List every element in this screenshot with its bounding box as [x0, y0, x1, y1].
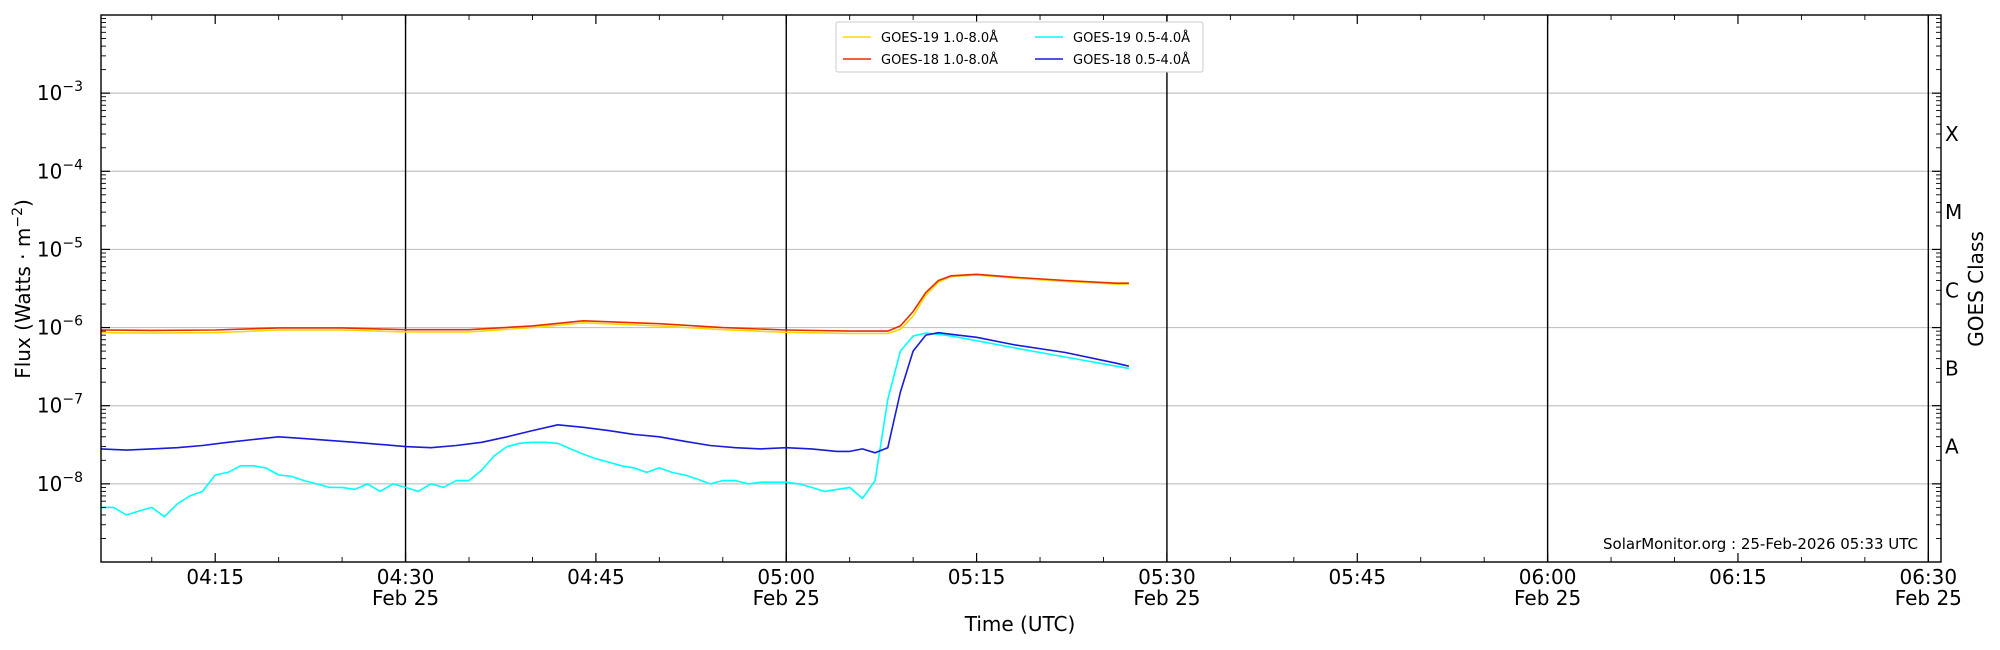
- y-tick-label: 10−3: [37, 79, 83, 105]
- goes-class-labels: A B C M X: [1945, 122, 1962, 459]
- series-lines: [100, 273, 1130, 518]
- x-tick-date-label: Feb 25: [1514, 586, 1581, 610]
- y-tick-label: 10−8: [37, 470, 83, 496]
- x-tick-label: 06:15: [1709, 565, 1767, 589]
- y-tick-label: 10−6: [37, 314, 83, 340]
- y-axis-title: Flux (Watts · m−2): [10, 199, 35, 379]
- x-tick-label: 04:30: [377, 565, 435, 589]
- y-tick-label: 10−4: [37, 157, 83, 183]
- goes-class-label: X: [1945, 122, 1959, 146]
- plot-frame: [100, 14, 1942, 563]
- legend-box: [835, 21, 1204, 73]
- legend: GOES-19 1.0-8.0Å GOES-18 1.0-8.0Å GOES-1…: [835, 21, 1204, 73]
- x-tick-date-label: Feb 25: [1133, 586, 1200, 610]
- right-axis-title: GOES Class: [1964, 231, 1988, 347]
- series-goes18-short: [100, 331, 1130, 454]
- legend-label-goes19-short: GOES-19 0.5-4.0Å: [1073, 30, 1190, 46]
- axis-ticks: [101, 15, 1941, 562]
- series-goes18-long: [100, 273, 1129, 332]
- y-tick-label: 10−5: [37, 235, 83, 261]
- y-tick-label: 10−7: [37, 392, 83, 418]
- goes-class-label: C: [1945, 278, 1959, 302]
- series-goes19-long: [100, 274, 1129, 335]
- x-tick-date-label: Feb 25: [753, 586, 820, 610]
- x-axis-title: Time (UTC): [964, 612, 1076, 636]
- x-tick-date-label: Feb 25: [1895, 586, 1962, 610]
- legend-label-goes18-short: GOES-18 0.5-4.0Å: [1073, 52, 1190, 68]
- x-tick-label: 04:15: [186, 565, 244, 589]
- y-tick-labels: 10−8 10−7 10−6 10−5 10−4 10−3: [37, 79, 83, 496]
- day-boundary-lines: [404, 15, 1930, 562]
- x-tick-label: 04:45: [567, 565, 625, 589]
- x-tick-label: 05:15: [948, 565, 1006, 589]
- x-tick-label: 05:00: [757, 565, 815, 589]
- x-tick-label: 06:00: [1519, 565, 1577, 589]
- x-tick-label: 05:45: [1328, 565, 1386, 589]
- x-tick-date-label: Feb 25: [372, 586, 439, 610]
- credit-text: SolarMonitor.org : 25-Feb-2026 05:33 UTC: [1603, 535, 1918, 553]
- legend-label-goes18-long: GOES-18 1.0-8.0Å: [881, 52, 998, 68]
- legend-label-goes19-long: GOES-19 1.0-8.0Å: [881, 30, 998, 46]
- grid-lines: [101, 92, 1941, 485]
- goes-class-label: B: [1945, 356, 1959, 380]
- series-goes19-short: [101, 332, 1130, 518]
- x-tick-label: 05:30: [1138, 565, 1196, 589]
- x-tick-label: 06:30: [1899, 565, 1957, 589]
- goes-class-label: M: [1945, 200, 1962, 224]
- goes-class-label: A: [1945, 435, 1959, 459]
